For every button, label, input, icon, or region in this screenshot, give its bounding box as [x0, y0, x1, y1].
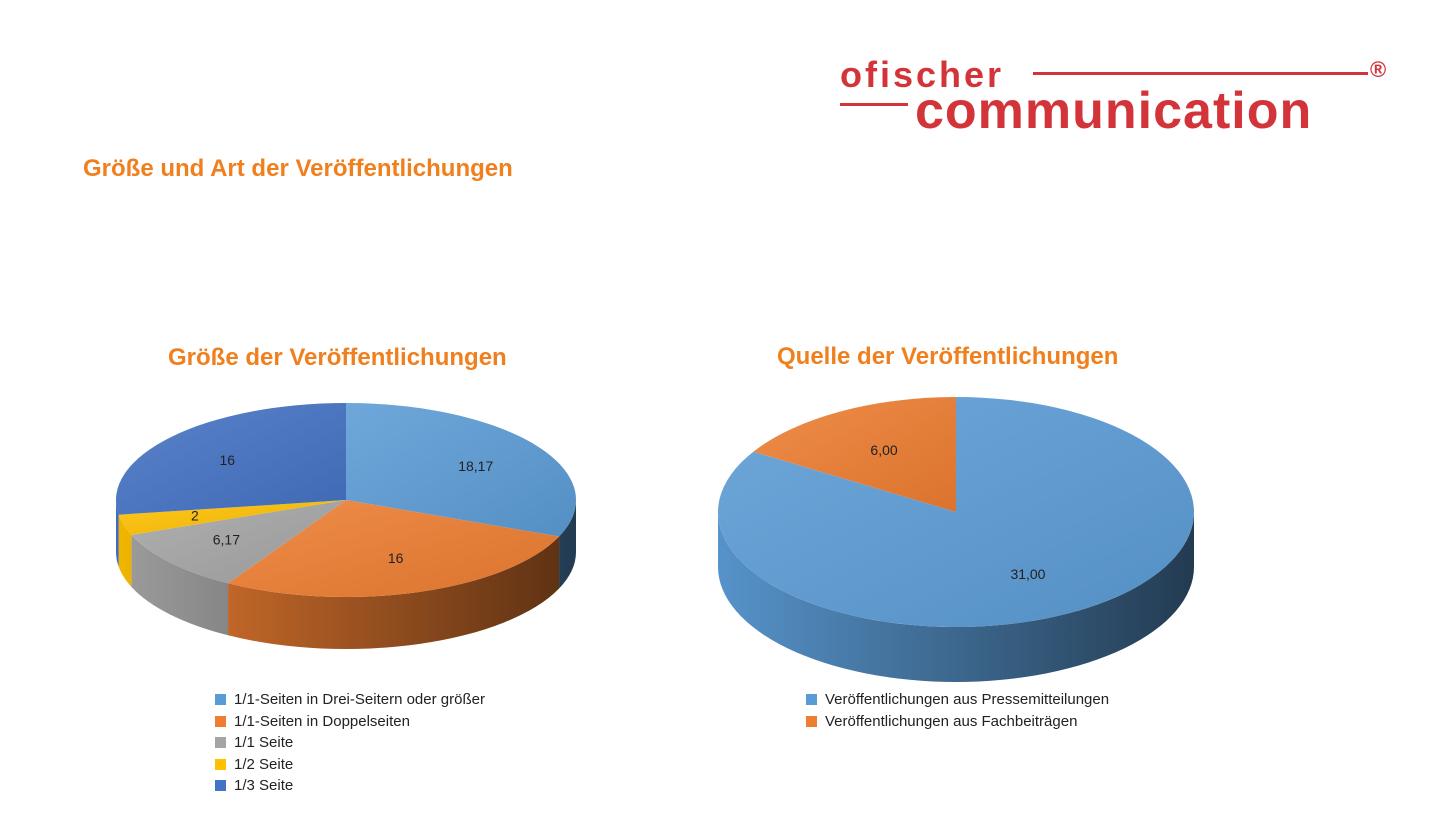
legend-label: Veröffentlichungen aus Pressemitteilunge… [825, 691, 1110, 709]
pie-source-data-label-0: 31,00 [1010, 566, 1045, 582]
legend-swatch [215, 694, 226, 706]
legend-label: Veröffentlichungen aus Fachbeiträgen [825, 712, 1078, 730]
pie-size-data-label-0: 18,17 [458, 458, 493, 474]
pie-size-side-1 [228, 536, 560, 649]
legend-label: 1/1 Seite [234, 734, 294, 752]
pie-size-side-4 [116, 500, 119, 567]
pie-size-slice-3 [118, 500, 346, 535]
legend-item-size-3: 1/2 Seite [215, 754, 485, 776]
legend-item-size-0: 1/1-Seiten in Drei-Seitern oder größer [215, 689, 485, 711]
pie-size-data-label-4: 16 [220, 452, 236, 468]
company-logo: ofischer ® communication [835, 55, 1405, 145]
pie-size-side-0 [559, 500, 576, 589]
page-title: Größe und Art der Veröffentlichungen [83, 155, 513, 182]
chart-size-legend: 1/1-Seiten in Drei-Seitern oder größer 1/… [215, 689, 485, 797]
legend-swatch [215, 715, 226, 727]
legend-item-size-1: 1/1-Seiten in Doppelseiten [215, 711, 485, 733]
pie-size-data-label-1: 16 [388, 550, 404, 566]
pie-source-data-label-1: 6,00 [870, 442, 897, 458]
pie-source-side-0 [718, 512, 1194, 682]
logo-line-top [1033, 72, 1368, 75]
pie-source: 31,00 6,00 [718, 396, 1194, 682]
legend-item-source-0: Veröffentlichungen aus Pressemitteilunge… [806, 689, 1109, 711]
legend-label: 1/1-Seiten in Drei-Seitern oder größer [234, 691, 485, 709]
pie-size-data-label-3: 2 [191, 508, 199, 524]
pie-size: 18,17 16 6,17 2 16 [115, 403, 576, 649]
pie-size-slice-2 [131, 500, 346, 584]
legend-label: 1/3 Seite [234, 777, 294, 795]
legend-label: 1/1-Seiten in Doppelseiten [234, 712, 410, 730]
chart-source-title: Quelle der Veröffentlichungen [777, 343, 1119, 370]
legend-swatch [215, 737, 226, 749]
logo-top-text: ofischer [840, 54, 1005, 95]
legend-swatch [806, 694, 817, 706]
legend-label: 1/2 Seite [234, 755, 294, 773]
pie-source-slice-1 [753, 397, 956, 512]
chart-source-legend: Veröffentlichungen aus Pressemitteilunge… [806, 689, 1109, 732]
logo-line-bottom [840, 103, 908, 106]
pie-size-slice-1 [228, 500, 560, 597]
chart-size-title: Größe der Veröffentlichungen [168, 344, 507, 371]
pie-size-slice-0 [346, 403, 576, 537]
pie-size-slice-4 [115, 403, 346, 515]
legend-swatch [806, 715, 817, 727]
logo-registered-mark: ® [1370, 57, 1387, 82]
legend-item-source-1: Veröffentlichungen aus Fachbeiträgen [806, 711, 1109, 733]
pie-size-side-3 [118, 514, 132, 587]
legend-item-size-2: 1/1 Seite [215, 732, 485, 754]
pie-size-data-label-2: 6,17 [213, 531, 240, 547]
logo-bottom-text: communication [915, 82, 1313, 140]
pie-size-side-2 [131, 534, 229, 636]
legend-swatch [215, 758, 226, 770]
legend-swatch [215, 780, 226, 792]
legend-item-size-4: 1/3 Seite [215, 775, 485, 797]
